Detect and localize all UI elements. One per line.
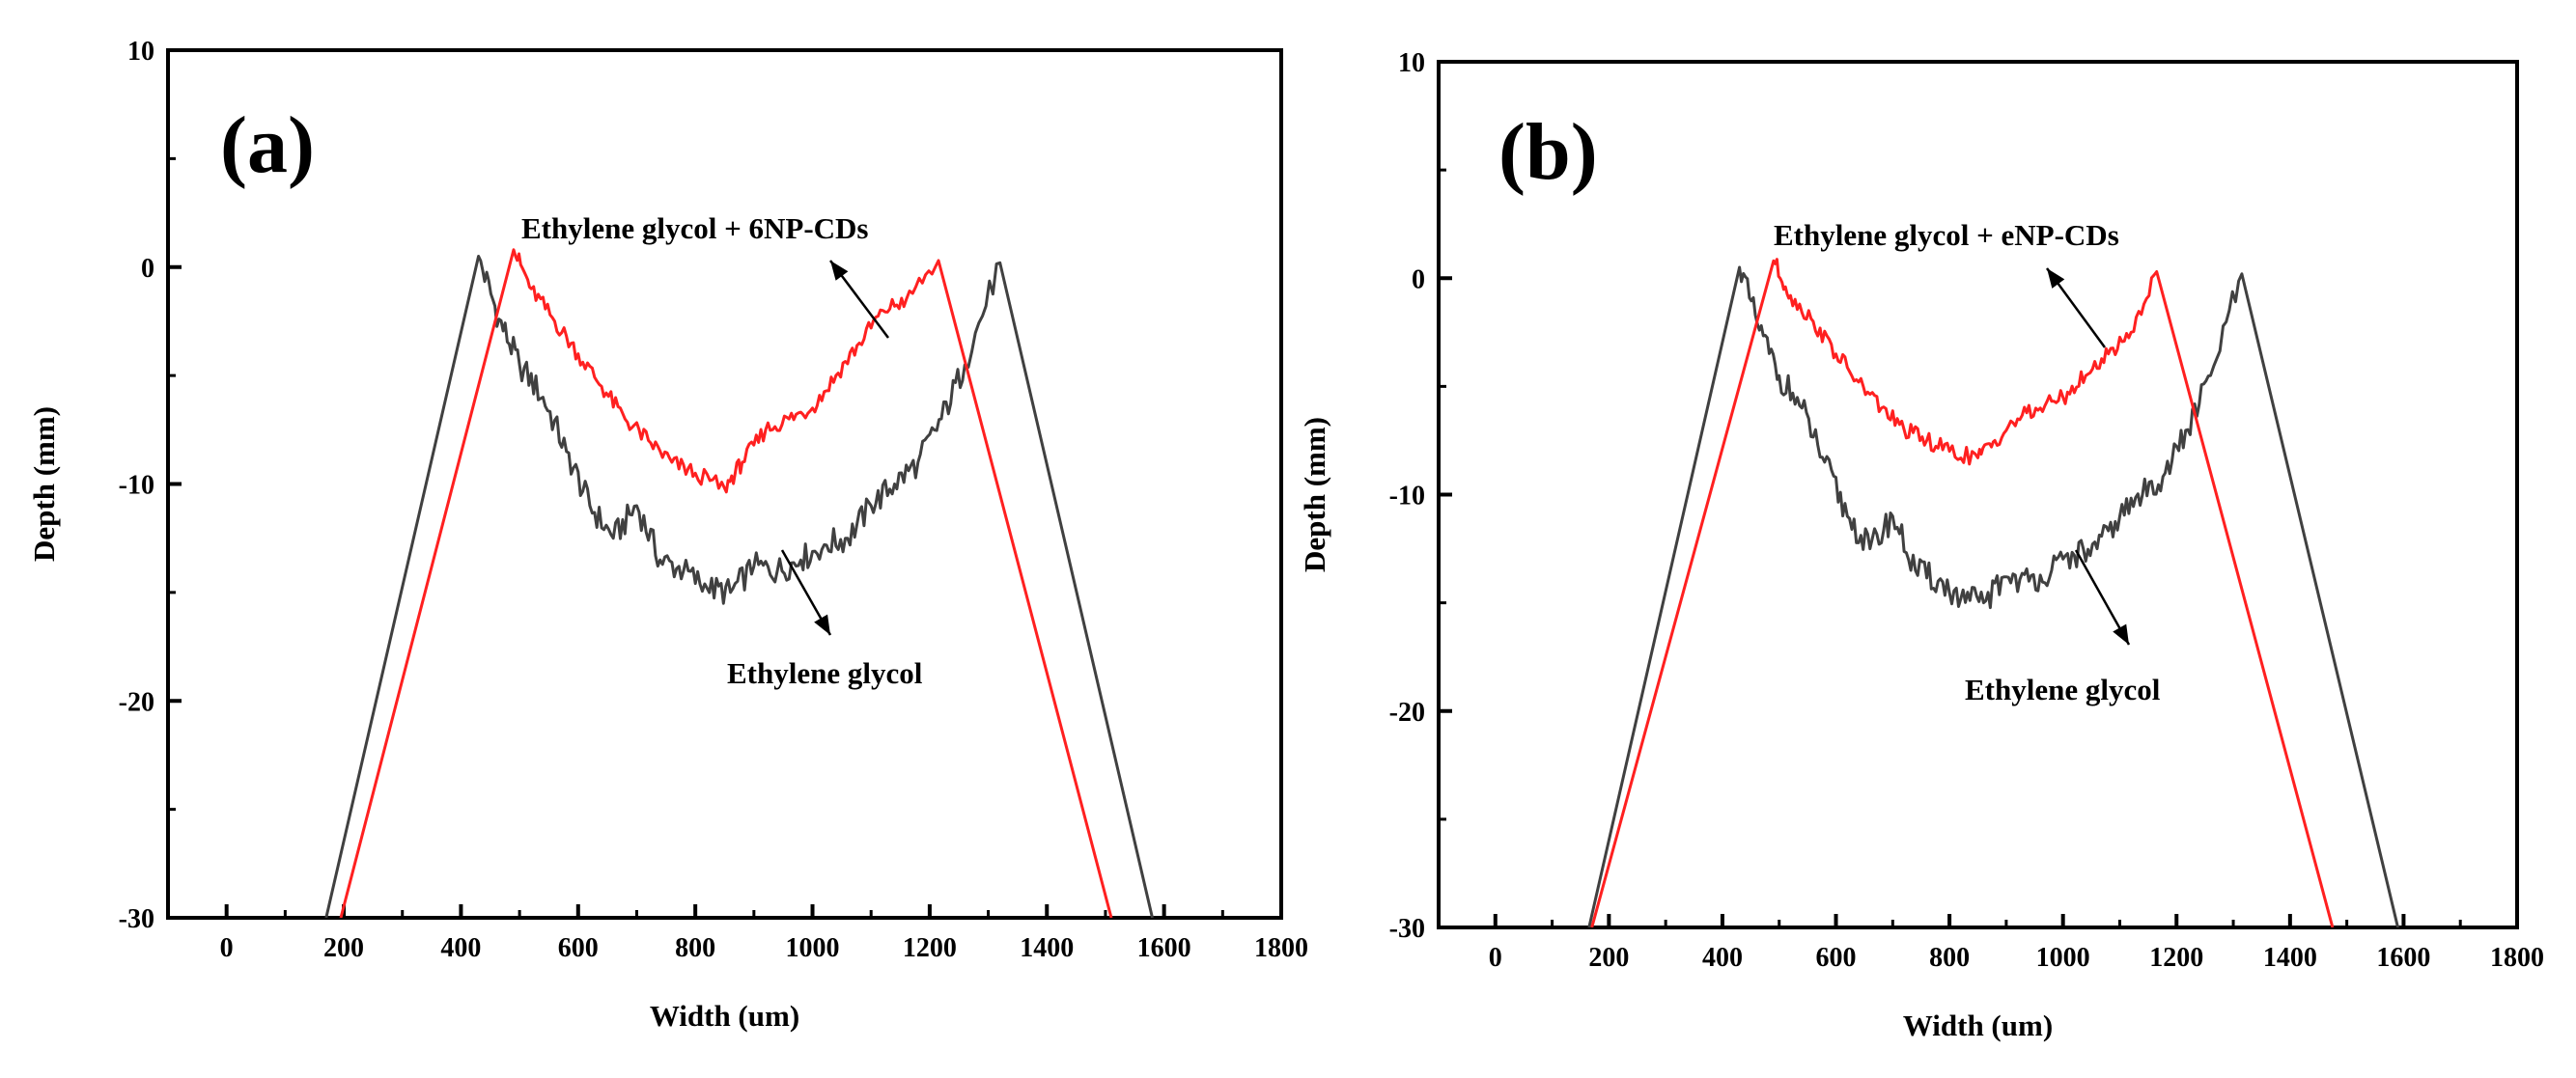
x-tick-label: 1800 (1254, 933, 1308, 963)
plot-frame (166, 48, 1283, 920)
x-tick-label: 400 (1702, 943, 1743, 973)
y-tick-label: -20 (1389, 698, 1425, 728)
x-tick-label: 600 (1816, 943, 1857, 973)
y-tick-label: -30 (119, 904, 154, 934)
y-tick-label: 10 (127, 37, 154, 67)
x-tick-label: 0 (1489, 943, 1502, 973)
x-axis-title: Width (um) (1903, 1009, 2053, 1042)
x-tick-label: 1600 (1137, 933, 1191, 963)
series-with-cds (1590, 258, 2335, 927)
x-tick-label: 800 (1929, 943, 1970, 973)
x-tick-label: 1400 (1020, 933, 1074, 963)
panel-a: 0 200 400 600 800 1000 1200 1400 1600 1800 10 0 -10 -… (27, 37, 1308, 1033)
x-tick-label: 1400 (2263, 943, 2317, 973)
panel-b: 0 200 400 600 800 1000 1200 1400 1600 1800 10 0 -10 -… (1298, 48, 2544, 1042)
y-tick-label: 0 (141, 254, 154, 284)
x-tick-label: 400 (440, 933, 481, 963)
series-ethylene-glycol (1587, 265, 2399, 927)
panel-label: (b) (1498, 107, 1598, 197)
series-ethylene-glycol (324, 255, 1154, 918)
annotation-upper: Ethylene glycol + 6NP-CDs (521, 211, 869, 245)
annotation-lower-arrow-head (814, 614, 830, 635)
y-tick-label: -20 (119, 687, 154, 717)
x-tick-label: 800 (675, 933, 715, 963)
x-tick-label: 1800 (2490, 943, 2544, 973)
x-tick-label: 1000 (786, 933, 840, 963)
x-tick-label: 200 (323, 933, 364, 963)
y-tick-label: 10 (1398, 48, 1425, 78)
panel-label: (a) (220, 100, 315, 190)
x-tick-label: 1200 (2149, 943, 2203, 973)
y-tick-label: -10 (119, 471, 154, 501)
annotation-lower: Ethylene glycol (1965, 673, 2161, 706)
x-tick-label: 600 (558, 933, 599, 963)
annotation-lower: Ethylene glycol (727, 656, 923, 690)
y-axis-title: Depth (mm) (27, 406, 61, 562)
x-axis-title: Width (um) (650, 999, 799, 1033)
x-tick-label: 1000 (2036, 943, 2090, 973)
annotation-upper-arrow-head (2047, 268, 2065, 289)
y-axis-title: Depth (mm) (1298, 417, 1331, 572)
annotation-upper: Ethylene glycol + eNP-CDs (1774, 218, 2119, 252)
x-tick-label: 1600 (2376, 943, 2430, 973)
x-tick-label: 0 (220, 933, 234, 963)
series-with-cds (339, 248, 1113, 918)
annotation-upper-arrow-head (830, 261, 849, 281)
y-tick-label: 0 (1412, 264, 1425, 294)
annotation-lower-arrow-head (2113, 623, 2129, 645)
x-tick-label: 200 (1588, 943, 1629, 973)
y-tick-label: -30 (1389, 914, 1425, 944)
plot-frame (1437, 60, 2519, 929)
x-tick-label: 1200 (903, 933, 957, 963)
y-tick-label: -10 (1389, 482, 1425, 511)
